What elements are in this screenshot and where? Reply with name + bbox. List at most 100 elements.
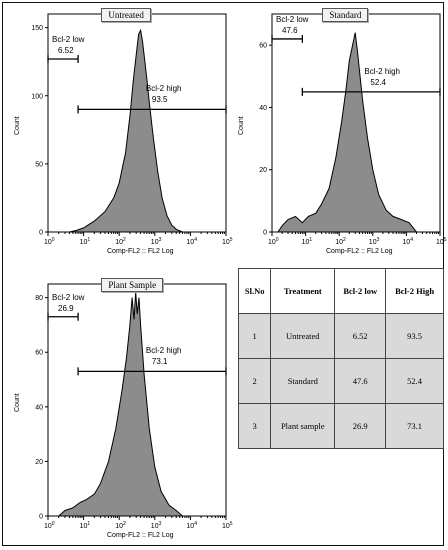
x-tick-label: 104 (186, 521, 197, 530)
y-tick-label: 20 (259, 167, 267, 174)
x-tick-base: 10 (80, 523, 88, 530)
y-tick-label: 40 (35, 404, 43, 411)
panel-title-tab: Plant Sample (101, 278, 164, 292)
x-tick-label: 101 (80, 237, 91, 246)
x-tick-base: 10 (151, 523, 159, 530)
x-tick-exponent: 0 (276, 237, 279, 243)
x-tick-base: 10 (115, 523, 123, 530)
x-tick-exponent: 3 (377, 237, 380, 243)
table-row: 2 Standard 47.6 52.4 (237, 358, 444, 404)
x-tick-label: 103 (151, 521, 162, 530)
x-tick-base: 10 (436, 239, 444, 246)
x-tick-base: 10 (302, 239, 310, 246)
x-tick-base: 10 (402, 239, 410, 246)
x-tick-exponent: 4 (194, 237, 197, 243)
x-tick-label: 100 (44, 237, 55, 246)
table-cell: 26.9 (334, 403, 387, 449)
gate-value-label: 6.52 (58, 45, 74, 55)
y-tick-label: 80 (35, 295, 43, 302)
x-tick-base: 10 (335, 239, 343, 246)
y-tick-label: 150 (31, 25, 43, 32)
histogram-area (69, 28, 183, 233)
table-row: 1 Untreated 6.52 93.5 (237, 313, 444, 359)
panel-title-tab: Untreated (101, 8, 151, 22)
x-tick-exponent: 1 (87, 521, 90, 527)
table-row: 3 Plant sample 26.9 73.1 (237, 403, 444, 449)
gate-name-label: Bcl-2 low (276, 14, 309, 24)
gate-value-label: 26.9 (58, 303, 74, 313)
gate-name-label: Bcl-2 high (145, 346, 182, 356)
table-cell: 1 (237, 313, 272, 359)
x-tick-label: 101 (302, 237, 313, 246)
gate-value-label: 47.6 (282, 25, 298, 35)
x-tick-exponent: 2 (123, 237, 126, 243)
x-axis-label: Comp-FL2 :: FL2 Log (326, 248, 393, 255)
table-header-row: Sl.No Treatment Bcl-2 low Bcl-2 High (237, 268, 444, 314)
table-cell: 47.6 (334, 358, 387, 404)
gate-name-label: Bcl-2 high (145, 84, 182, 94)
x-tick-base: 10 (222, 239, 230, 246)
x-tick-exponent: 1 (309, 237, 312, 243)
x-axis-label: Comp-FL2 :: FL2 Log (107, 532, 174, 539)
x-tick-base: 10 (44, 239, 52, 246)
x-tick-label: 101 (80, 521, 91, 530)
x-tick-base: 10 (80, 239, 88, 246)
x-tick-exponent: 1 (87, 237, 90, 243)
histogram-area (276, 32, 418, 233)
x-tick-exponent: 4 (194, 521, 197, 527)
x-tick-base: 10 (268, 239, 276, 246)
x-tick-label: 102 (115, 521, 126, 530)
table-header-cell: Sl.No (237, 268, 272, 314)
gate-value-label: 52.4 (370, 77, 386, 87)
y-tick-label: 40 (259, 105, 267, 112)
histogram-panel-plant-sample: 0 20 40 60 80 100 101 102 103 104 105 Bcl-2 low 26.9… (8, 276, 233, 546)
y-tick-label: 20 (35, 459, 43, 466)
table-header-cell: Bcl-2 low (334, 268, 387, 314)
x-tick-label: 100 (268, 237, 279, 246)
y-tick-label: 0 (263, 230, 267, 237)
y-axis-label: Count (14, 393, 21, 412)
x-tick-label: 103 (369, 237, 380, 246)
x-tick-label: 103 (151, 237, 162, 246)
results-table: Sl.No Treatment Bcl-2 low Bcl-2 High 1 U… (237, 268, 444, 449)
table-cell: 3 (237, 403, 272, 449)
table-cell: 6.52 (334, 313, 387, 359)
table-cell: 93.5 (385, 313, 444, 359)
y-tick-label: 0 (39, 230, 43, 237)
y-tick-label: 0 (39, 514, 43, 521)
table-cell: Plant sample (270, 403, 336, 449)
histogram-panel-untreated: 0 50 100 150 100 101 102 103 104 105 Bcl-2 low 6.52… (8, 6, 233, 262)
x-tick-label: 100 (44, 521, 55, 530)
histogram-area (57, 292, 184, 517)
table-cell: Standard (270, 358, 336, 404)
table-cell: 2 (237, 358, 272, 404)
table-header-cell: Bcl-2 High (385, 268, 444, 314)
x-tick-exponent: 5 (230, 521, 233, 527)
x-tick-label: 105 (436, 237, 447, 246)
x-tick-base: 10 (222, 523, 230, 530)
y-tick-label: 60 (259, 43, 267, 50)
x-tick-label: 102 (335, 237, 346, 246)
y-axis-label: Count (14, 116, 21, 135)
x-tick-label: 104 (186, 237, 197, 246)
gate-name-label: Bcl-2 low (52, 34, 85, 44)
x-tick-exponent: 4 (410, 237, 413, 243)
x-tick-label: 105 (222, 521, 233, 530)
x-tick-exponent: 0 (52, 237, 55, 243)
table-cell: Untreated (270, 313, 336, 359)
gate-name-label: Bcl-2 low (52, 292, 85, 302)
x-tick-exponent: 3 (159, 521, 162, 527)
x-tick-exponent: 2 (123, 521, 126, 527)
figure-frame (2, 2, 444, 546)
gate-name-label: Bcl-2 high (364, 66, 400, 76)
y-tick-label: 60 (35, 350, 43, 357)
x-tick-exponent: 3 (159, 237, 162, 243)
x-tick-exponent: 2 (343, 237, 346, 243)
panel-title-tab: Standard (322, 8, 369, 22)
x-tick-label: 104 (402, 237, 413, 246)
histogram-panel-standard: 0 20 40 60 100 101 102 103 104 105 Bcl-2 low 47.6 Bc… (236, 6, 447, 262)
x-tick-base: 10 (186, 239, 194, 246)
